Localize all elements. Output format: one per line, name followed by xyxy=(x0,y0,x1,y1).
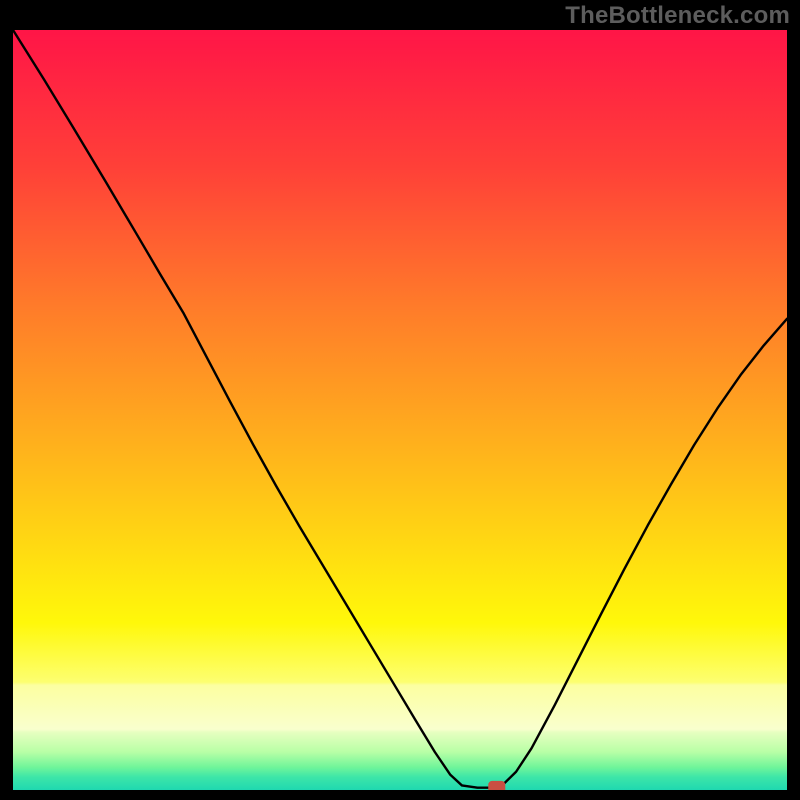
optimal-point-marker xyxy=(488,781,505,795)
bottleneck-chart xyxy=(0,0,800,800)
chart-background-gradient xyxy=(13,30,787,790)
watermark-text: TheBottleneck.com xyxy=(565,2,790,30)
